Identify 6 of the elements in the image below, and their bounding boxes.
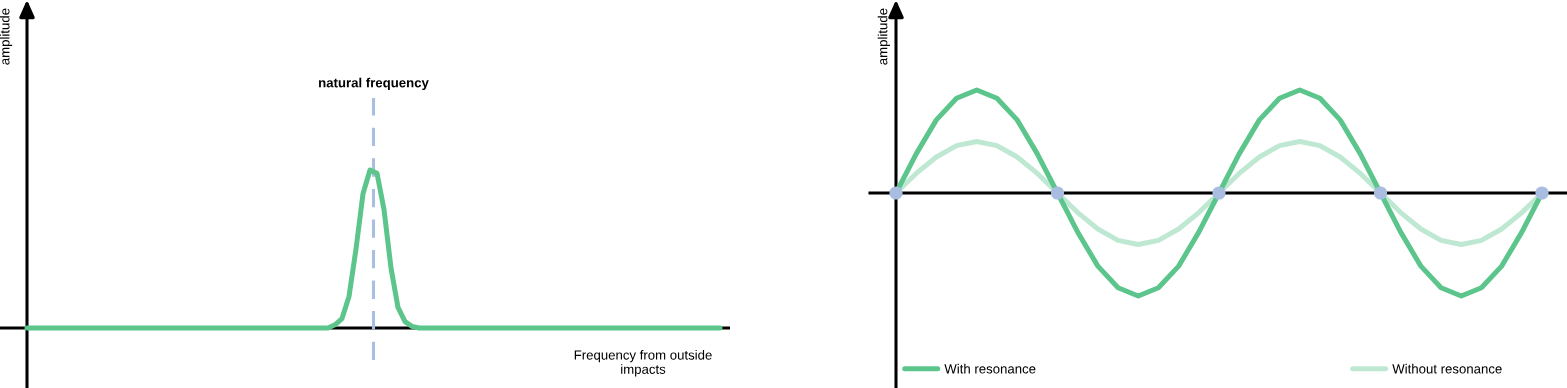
text: natural frequency — [319, 77, 429, 90]
y-axis-title: amplitude — [0, 8, 13, 65]
y-axis-title: amplitude — [877, 8, 890, 65]
legend-label: With resonance — [944, 363, 1036, 374]
x-axis-title: Frequency from outside impacts — [574, 350, 712, 377]
legend-label: Without resonance — [1392, 363, 1502, 374]
